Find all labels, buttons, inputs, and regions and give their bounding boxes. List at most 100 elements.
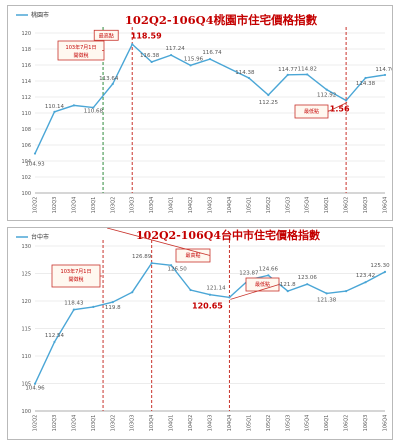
- y-tick-label: 105: [21, 382, 31, 388]
- x-tick-label: 105Q4: [305, 415, 311, 432]
- data-point: [383, 270, 387, 273]
- x-tick-label: 105Q1: [246, 197, 252, 214]
- data-point: [286, 290, 289, 293]
- trough-annotation-text: 最低點: [255, 281, 270, 288]
- data-label: 125.30: [370, 263, 390, 269]
- data-label: 114.77: [278, 67, 298, 73]
- x-tick-label: 106Q4: [383, 197, 389, 214]
- peak-annotation-arrow: [106, 228, 211, 256]
- x-tick-label: 106Q3: [363, 197, 369, 214]
- data-point: [111, 82, 114, 85]
- peak-annotation-text: 最高點: [185, 252, 200, 259]
- y-tick-label: 114: [21, 79, 31, 85]
- data-point: [306, 283, 309, 286]
- data-point: [150, 262, 153, 265]
- x-tick-label: 103Q2: [110, 415, 116, 432]
- x-tick-label: 102Q2: [33, 415, 39, 432]
- data-point: [267, 93, 270, 97]
- data-point: [111, 301, 114, 304]
- data-label: 124.66: [259, 266, 279, 272]
- data-label: 123.87: [239, 271, 259, 277]
- y-tick-label: 120: [21, 299, 31, 305]
- y-tick-label: 110: [21, 111, 31, 117]
- data-label: 118.59: [131, 31, 162, 40]
- data-point: [267, 274, 270, 277]
- x-tick-label: 106Q2: [344, 415, 350, 432]
- x-tick-label: 104Q3: [208, 415, 214, 432]
- x-tick-label: 105Q4: [305, 197, 311, 214]
- trough-annotation-arrow: [230, 284, 280, 300]
- data-point: [286, 73, 289, 76]
- y-tick-label: 102: [21, 175, 31, 181]
- data-label: 112.25: [259, 100, 279, 106]
- data-label: 121.14: [206, 286, 226, 292]
- y-tick-label: 100: [21, 409, 31, 415]
- legend-label: 台中市: [31, 233, 49, 241]
- data-point: [170, 264, 173, 267]
- data-label: 126.89: [132, 254, 152, 260]
- data-label: 114.76: [375, 67, 392, 73]
- data-label: 117.24: [165, 46, 185, 52]
- data-label: 111.56: [319, 105, 350, 114]
- x-tick-label: 104Q2: [188, 197, 194, 214]
- y-tick-label: 106: [21, 143, 31, 149]
- x-tick-label: 102Q2: [33, 197, 39, 214]
- data-point: [72, 104, 75, 107]
- data-point: [208, 57, 212, 61]
- event-annotation-text: 103年7月1日: [66, 44, 97, 51]
- x-tick-label: 106Q3: [363, 415, 369, 432]
- x-tick-label: 104Q1: [169, 415, 175, 432]
- y-tick-label: 130: [21, 244, 31, 250]
- data-label: 110.14: [45, 104, 65, 110]
- y-tick-label: 100: [21, 191, 31, 197]
- data-point: [228, 296, 231, 299]
- y-tick-label: 120: [21, 31, 31, 37]
- legend-label: 桃園市: [31, 11, 49, 19]
- x-tick-label: 103Q1: [91, 415, 97, 432]
- event-annotation-text: 開徵稅: [73, 52, 88, 59]
- chart-title: 102Q2-106Q4桃園市住宅價格指數: [125, 13, 318, 27]
- y-tick-label: 116: [21, 63, 31, 69]
- data-point: [53, 340, 56, 344]
- data-point: [92, 106, 95, 109]
- event-annotation-text: 開徵稅: [68, 276, 83, 283]
- y-tick-label: 125: [21, 272, 31, 278]
- data-label: 112.54: [45, 333, 65, 339]
- data-label: 119.8: [105, 305, 121, 311]
- x-tick-label: 105Q1: [246, 415, 252, 432]
- data-label: 114.38: [356, 81, 376, 87]
- data-point: [72, 308, 75, 311]
- data-label: 110.68: [84, 109, 104, 115]
- x-tick-label: 103Q3: [130, 197, 136, 214]
- chart-taoyuan-svg: 102Q2-106Q4桃園市住宅價格指數 桃園市 100 102 104 106 108 11…: [16, 11, 392, 214]
- data-label: 114.38: [235, 70, 255, 76]
- data-point: [131, 291, 134, 294]
- data-point: [247, 76, 250, 80]
- data-point: [345, 290, 348, 293]
- x-tick-label: 104Q1: [169, 197, 175, 214]
- data-point: [364, 76, 367, 80]
- data-point: [92, 305, 95, 308]
- x-tick-label: 105Q2: [266, 415, 272, 432]
- trough-annotation-arrow: [327, 102, 348, 112]
- x-tick-label: 104Q2: [188, 415, 194, 432]
- data-label: 113.64: [99, 76, 119, 82]
- data-point: [383, 73, 387, 77]
- data-point: [150, 60, 153, 64]
- peak-annotation-text: 最高點: [99, 32, 114, 39]
- x-tick-label: 106Q4: [383, 415, 389, 432]
- data-point: [33, 152, 37, 155]
- data-point: [306, 73, 309, 76]
- data-point: [53, 110, 56, 113]
- series-line: [34, 43, 386, 154]
- x-tick-label: 103Q4: [149, 415, 155, 432]
- x-tick-label: 104Q4: [227, 415, 233, 432]
- data-point: [325, 88, 328, 91]
- chart-taoyuan: 102Q2-106Q4桃園市住宅價格指數 桃園市 100 102 104 106 108 11…: [7, 5, 393, 221]
- y-tick-label: 112: [21, 95, 31, 101]
- trough-annotation-text: 最低點: [304, 108, 319, 115]
- x-tick-label: 102Q3: [52, 197, 58, 214]
- data-label: 121.8: [280, 282, 296, 288]
- data-label: 116.38: [140, 53, 160, 59]
- y-tick-label: 118: [21, 47, 31, 53]
